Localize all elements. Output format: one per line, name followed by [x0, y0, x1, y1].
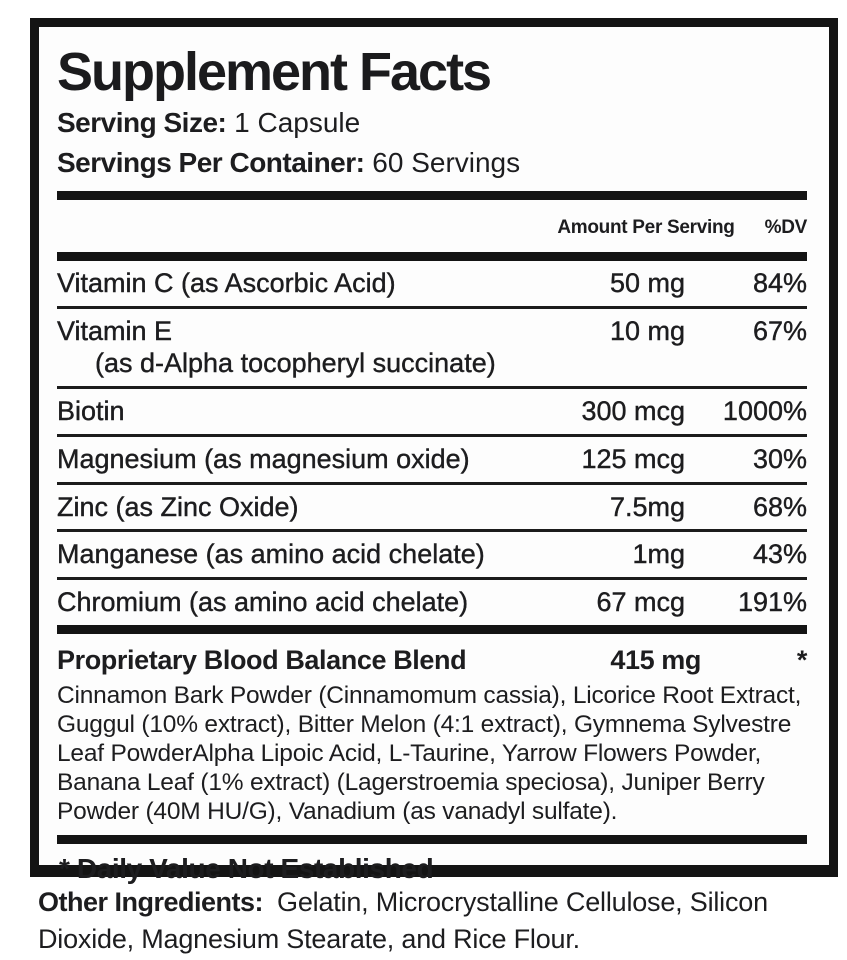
serving-size-value: 1 Capsule: [234, 107, 361, 139]
ingredient-name: Magnesium (as magnesium oxide): [57, 443, 470, 474]
supplement-facts-panel: Supplement Facts Serving Size: 1 Capsule…: [30, 18, 838, 884]
divider-thick-footnote: [57, 834, 807, 844]
blend-dv: *: [796, 645, 808, 676]
blend-header-row: Proprietary Blood Balance Blend 415 mg *: [57, 643, 807, 682]
table-row: Zinc (as Zinc Oxide) 7.5mg 68%: [57, 485, 807, 533]
table-row: Chromium (as amino acid chelate) 67 mcg …: [57, 580, 807, 625]
ingredient-amount: 50 mg: [609, 268, 685, 299]
column-header-amount: Amount Per Serving: [557, 217, 735, 239]
table-row: Magnesium (as magnesium oxide) 125 mcg 3…: [57, 437, 807, 485]
ingredient-name-block: Vitamin E (as d-Alpha tocopheryl succina…: [57, 316, 525, 380]
blend-ingredients-text: Cinnamon Bark Powder (Cinnamomum cassia)…: [57, 682, 802, 825]
blend-amount: 415 mg: [610, 645, 701, 676]
other-ingredients-label: Other Ingredients:: [38, 887, 264, 917]
servings-per-container-value: 60 Servings: [372, 146, 521, 178]
nutrient-table: Vitamin C (as Ascorbic Acid) 50 mg 84% V…: [57, 261, 807, 625]
divider-thick-top: [57, 191, 807, 201]
divider-thick-header: [57, 252, 807, 262]
serving-size-label: Serving Size:: [57, 107, 227, 139]
ingredient-amount: 67 mcg: [596, 587, 685, 618]
servings-per-container-line: Servings Per Container: 60 Servings: [57, 146, 807, 180]
other-ingredients-line: Other Ingredients: Gelatin, Microcrystall…: [38, 884, 823, 959]
ingredient-amount: 300 mcg: [581, 395, 685, 426]
ingredient-name: Manganese (as amino acid chelate): [57, 539, 485, 570]
ingredient-dv: 1000%: [722, 395, 807, 426]
table-row: Vitamin C (as Ascorbic Acid) 50 mg 84%: [57, 261, 807, 310]
ingredient-subname: (as d-Alpha tocopheryl succinate): [95, 347, 496, 378]
divider-thick-blend: [57, 625, 807, 635]
blend-name: Proprietary Blood Balance Blend: [57, 645, 467, 676]
table-row: Biotin 300 mcg 1000%: [57, 389, 807, 437]
ingredient-dv: 30%: [752, 443, 807, 474]
ingredient-dv: 43%: [752, 539, 807, 570]
ingredient-name: Zinc (as Zinc Oxide): [57, 491, 299, 522]
daily-value-footnote: * Daily Value Not Established: [59, 852, 434, 884]
ingredient-name: Chromium (as amino acid chelate): [57, 587, 469, 618]
table-row: Manganese (as amino acid chelate) 1mg 43…: [57, 532, 807, 581]
serving-size-line: Serving Size: 1 Capsule: [57, 106, 807, 140]
other-ingredients-value: Gelatin, Microcrystalline Cellulose, Sil…: [38, 887, 768, 955]
servings-per-container-label: Servings Per Container:: [57, 146, 365, 178]
ingredient-amount: 10 mg: [609, 316, 685, 347]
ingredient-amount: 1mg: [632, 539, 685, 570]
ingredient-dv: 191%: [737, 587, 807, 618]
ingredient-name: Vitamin C (as Ascorbic Acid): [57, 268, 396, 299]
ingredient-dv: 84%: [752, 268, 807, 299]
column-header-row: Amount Per Serving %DV: [57, 200, 807, 252]
ingredient-name: Vitamin E: [57, 316, 173, 347]
table-row: Vitamin E (as d-Alpha tocopheryl succina…: [57, 309, 807, 389]
ingredient-amount: 7.5mg: [609, 491, 685, 522]
column-header-dv: %DV: [764, 217, 808, 239]
ingredient-dv: 67%: [752, 316, 807, 347]
ingredient-amount: 125 mcg: [581, 443, 685, 474]
proprietary-blend-section: Proprietary Blood Balance Blend 415 mg *…: [57, 634, 807, 835]
ingredient-dv: 68%: [752, 491, 807, 522]
panel-title: Supplement Facts: [57, 42, 492, 102]
ingredient-name: Biotin: [57, 395, 125, 426]
